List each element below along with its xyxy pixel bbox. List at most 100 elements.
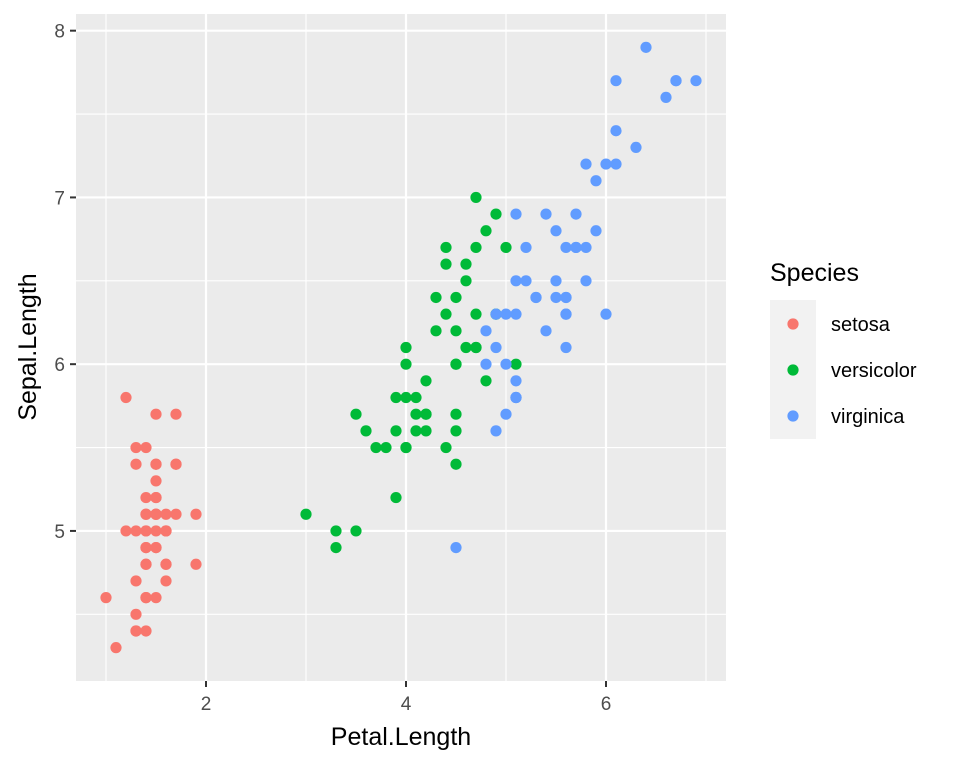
data-point-virginica xyxy=(610,125,622,137)
data-point-versicolor xyxy=(500,241,512,254)
data-point-versicolor xyxy=(450,291,462,304)
data-points xyxy=(100,41,702,654)
data-point-versicolor xyxy=(410,425,422,437)
data-point-versicolor xyxy=(300,508,312,520)
data-point-virginica xyxy=(570,208,582,220)
data-point-versicolor xyxy=(350,408,362,420)
data-point-setosa xyxy=(130,575,142,587)
data-point-versicolor xyxy=(470,191,482,204)
data-point-versicolor xyxy=(330,542,342,554)
x-tick-label: 4 xyxy=(401,694,412,715)
data-point-versicolor xyxy=(400,441,412,454)
data-point-versicolor xyxy=(420,408,432,420)
data-point-virginica xyxy=(510,208,522,220)
data-point-setosa xyxy=(160,558,172,570)
data-point-virginica xyxy=(590,175,602,187)
data-point-setosa xyxy=(160,575,172,587)
y-tick-label: 5 xyxy=(54,522,65,543)
data-point-versicolor xyxy=(460,341,472,354)
legend-title: Species xyxy=(770,259,859,287)
data-point-versicolor xyxy=(360,425,372,437)
data-point-virginica xyxy=(610,75,622,87)
data-point-setosa xyxy=(110,642,122,654)
data-point-virginica xyxy=(560,291,572,304)
y-tick-label: 8 xyxy=(54,22,65,43)
data-point-versicolor xyxy=(470,308,482,320)
data-point-versicolor xyxy=(430,291,442,304)
x-axis-title: Petal.Length xyxy=(331,723,471,751)
data-point-setosa xyxy=(140,525,152,537)
data-point-versicolor xyxy=(460,275,472,287)
data-point-virginica xyxy=(550,291,562,304)
data-point-versicolor xyxy=(480,375,492,387)
data-point-versicolor xyxy=(470,341,482,354)
data-point-versicolor xyxy=(400,358,412,370)
data-point-virginica xyxy=(510,375,522,387)
legend-label-virginica: virginica xyxy=(831,406,905,428)
legend-label-setosa: setosa xyxy=(831,314,891,336)
data-point-setosa xyxy=(160,525,172,537)
y-axis-title: Sepal.Length xyxy=(14,273,42,420)
data-point-virginica xyxy=(660,91,672,103)
data-point-setosa xyxy=(160,508,172,520)
data-point-setosa xyxy=(130,525,142,537)
data-point-versicolor xyxy=(450,458,462,470)
data-point-setosa xyxy=(130,441,142,454)
data-point-setosa xyxy=(150,508,162,520)
data-point-setosa xyxy=(150,542,162,554)
data-point-versicolor xyxy=(450,425,462,437)
data-point-setosa xyxy=(130,458,142,470)
data-point-virginica xyxy=(480,358,492,370)
data-point-versicolor xyxy=(490,208,502,220)
data-point-virginica xyxy=(670,75,682,87)
data-point-versicolor xyxy=(440,441,452,454)
data-point-versicolor xyxy=(330,525,342,537)
data-point-virginica xyxy=(610,158,622,170)
data-point-virginica xyxy=(560,308,572,320)
data-point-virginica xyxy=(570,241,582,254)
data-point-setosa xyxy=(150,491,162,504)
data-point-versicolor xyxy=(440,308,452,320)
data-point-virginica xyxy=(530,291,542,304)
data-point-virginica xyxy=(560,341,572,354)
axis-ticks xyxy=(70,29,607,687)
data-point-setosa xyxy=(140,558,152,570)
data-point-virginica xyxy=(520,275,532,287)
data-point-virginica xyxy=(450,542,462,554)
data-point-virginica xyxy=(540,325,552,337)
data-point-virginica xyxy=(580,241,592,254)
data-point-versicolor xyxy=(430,325,442,337)
data-point-versicolor xyxy=(450,325,462,337)
data-point-virginica xyxy=(550,225,562,237)
data-point-virginica xyxy=(510,308,522,320)
data-point-virginica xyxy=(490,308,502,320)
data-point-virginica xyxy=(510,275,522,287)
data-point-versicolor xyxy=(390,391,402,404)
data-point-setosa xyxy=(150,592,162,604)
data-point-virginica xyxy=(690,75,702,87)
y-tick-label: 6 xyxy=(54,355,65,376)
data-point-versicolor xyxy=(510,358,522,370)
data-point-versicolor xyxy=(410,391,422,404)
data-point-versicolor xyxy=(400,391,412,404)
data-point-virginica xyxy=(590,225,602,237)
data-point-virginica xyxy=(500,358,512,370)
data-point-virginica xyxy=(630,141,642,153)
data-point-versicolor xyxy=(400,341,412,354)
data-point-versicolor xyxy=(470,241,482,254)
data-point-setosa xyxy=(150,458,162,470)
data-point-setosa xyxy=(120,391,132,404)
data-point-setosa xyxy=(140,625,152,637)
data-point-versicolor xyxy=(450,408,462,420)
data-point-setosa xyxy=(140,441,152,454)
data-point-virginica xyxy=(600,158,612,170)
data-point-setosa xyxy=(140,542,152,554)
data-point-versicolor xyxy=(480,225,492,237)
data-point-setosa xyxy=(100,592,112,604)
data-point-versicolor xyxy=(420,375,432,387)
data-point-versicolor xyxy=(440,241,452,254)
data-point-setosa xyxy=(130,625,142,637)
data-point-setosa xyxy=(190,508,202,520)
x-tick-label: 6 xyxy=(601,694,612,715)
data-point-versicolor xyxy=(420,425,432,437)
